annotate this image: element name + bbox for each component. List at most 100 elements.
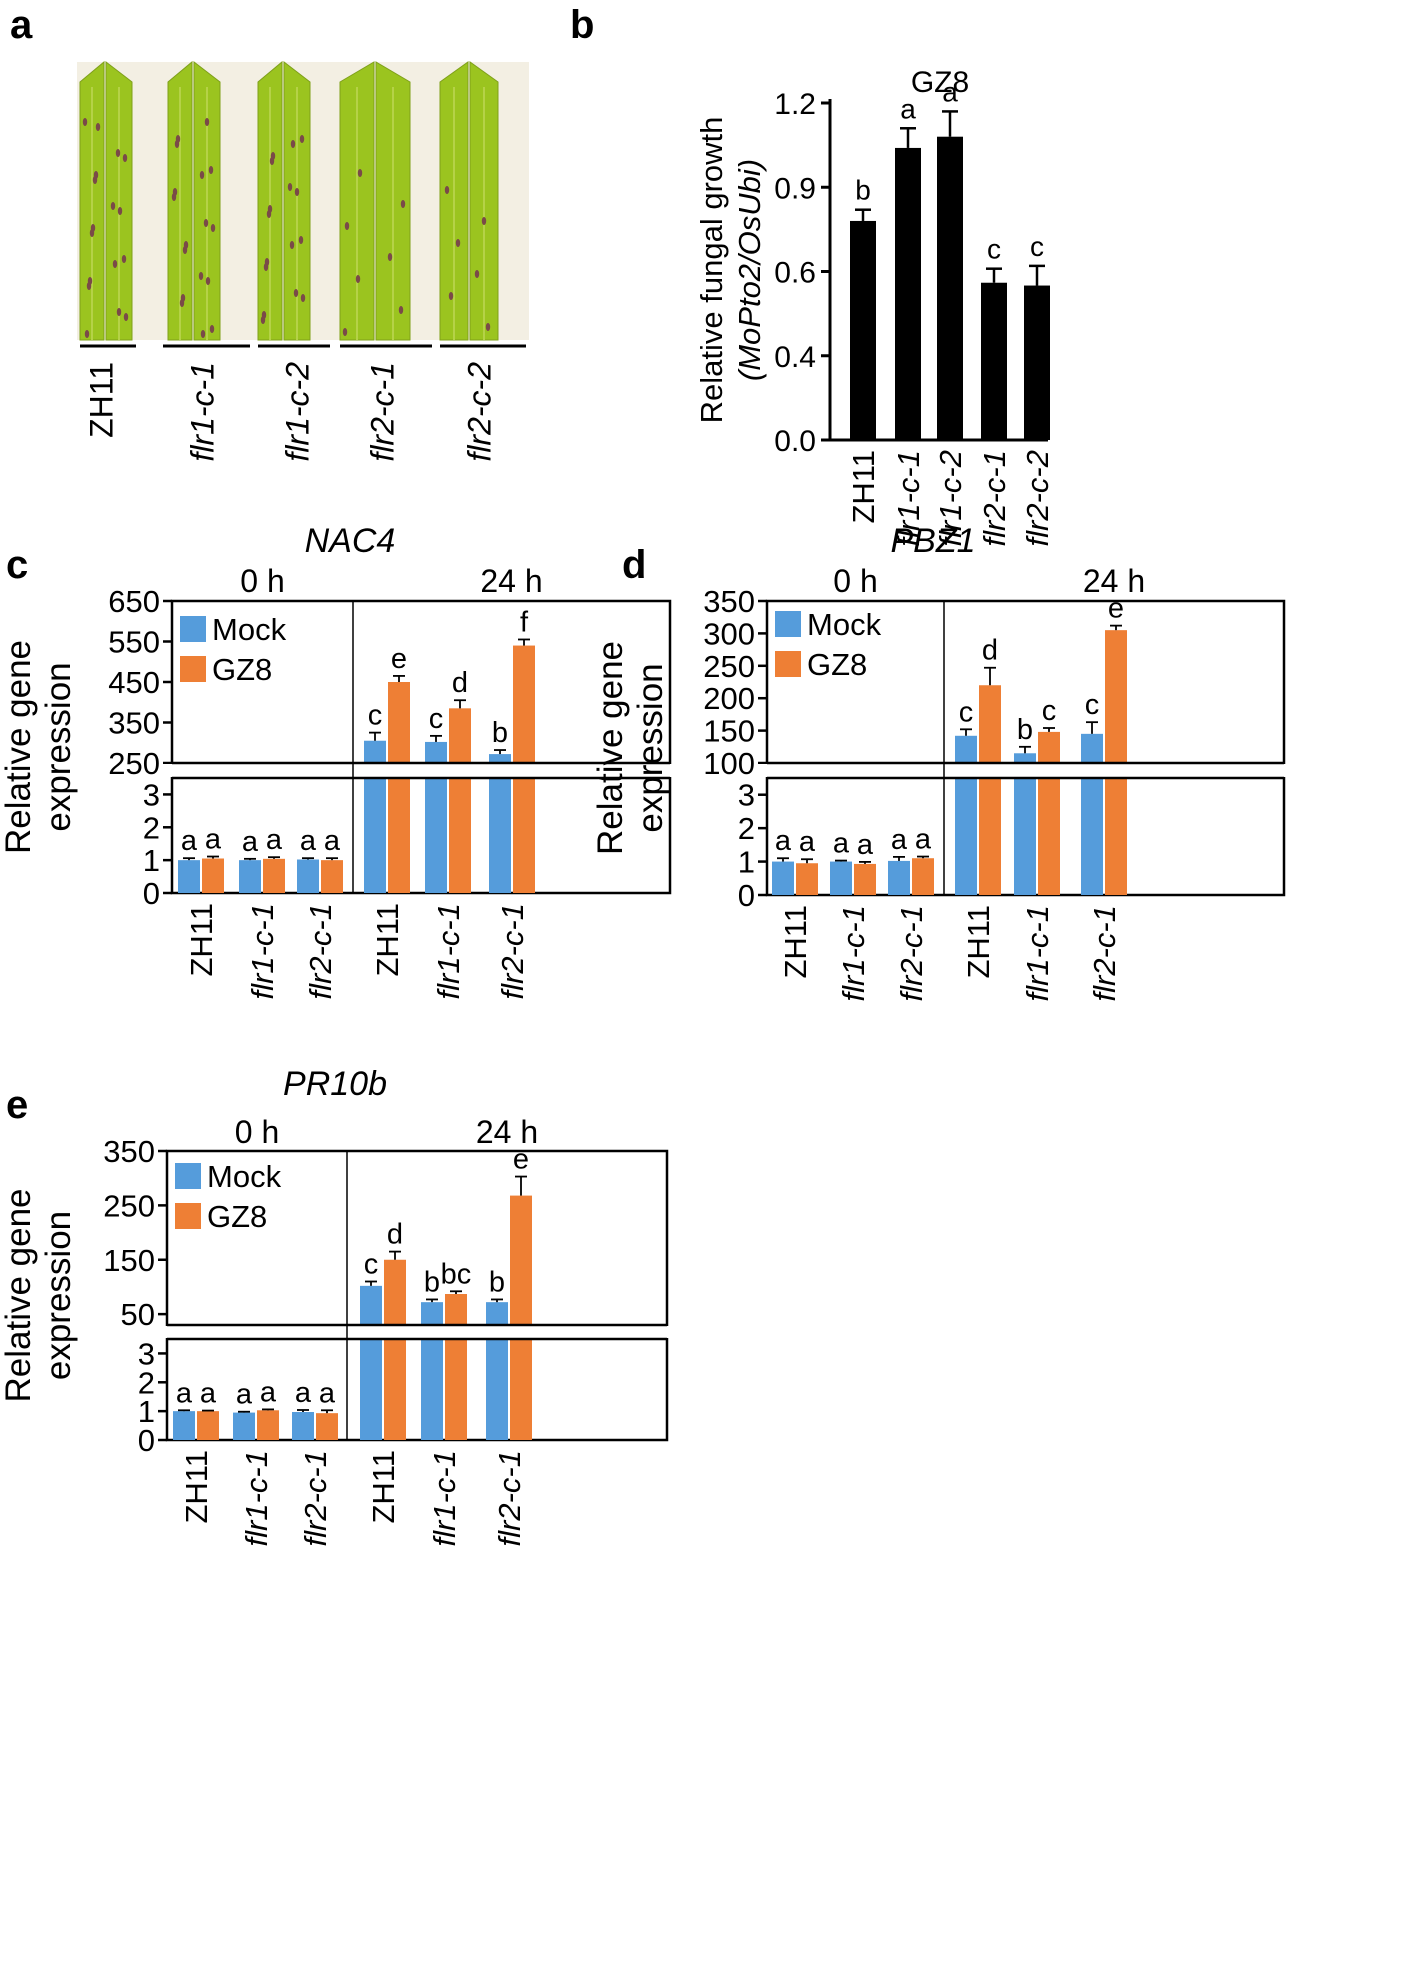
chart-d-sig-letter: c — [1042, 695, 1057, 727]
chart-b-bar — [850, 220, 876, 440]
chart-e-legend-swatch-gz8 — [175, 1203, 201, 1229]
chart-c-bar-gz8-upper — [388, 682, 410, 763]
chart-e-category-label: ZH11 — [366, 1450, 401, 1524]
lesion-spot — [387, 253, 393, 261]
chart-c-bar-gz8-lower — [513, 774, 535, 893]
chart-d-ytick-label-lower: 1 — [738, 845, 755, 880]
lesion-spot — [123, 313, 129, 321]
chart-d-axis-break — [755, 764, 1296, 777]
chart-c-legend-label-mock: Mock — [212, 612, 287, 647]
chart-d-ytick-label-upper: 300 — [703, 616, 755, 651]
chart-d-sig-letter: a — [833, 828, 850, 860]
chart-c-bar-mock — [297, 859, 319, 893]
chart-c-bar-mock — [178, 860, 200, 893]
chart-d-bar-gz8-upper — [1038, 731, 1060, 763]
chart-e-category-label: ZH11 — [179, 1450, 214, 1524]
chart-e-bar-mock-lower — [421, 1335, 443, 1440]
chart-c-category-label: ZH11 — [370, 903, 405, 977]
chart-d-bar-gz8-upper — [979, 685, 1001, 763]
chart-d-bar-mock-lower — [1081, 774, 1103, 895]
chart-c-ytick-label-lower: 3 — [143, 777, 160, 812]
chart-e-ytick-label-lower: 3 — [138, 1336, 155, 1371]
chart-d-category-label: ZH11 — [778, 905, 813, 979]
chart-e-bar-gz8 — [316, 1413, 338, 1440]
chart-d-legend-label-mock: Mock — [807, 607, 882, 642]
chart-e-ytick-label-upper: 350 — [103, 1134, 155, 1169]
chart-e-bar-gz8 — [257, 1410, 279, 1440]
chart-d-category-label: flr1-c-1 — [836, 905, 871, 1001]
lesion-spot — [344, 222, 350, 230]
chart-d-sig-letter: a — [799, 826, 816, 858]
chart-e-legend-label-mock: Mock — [207, 1159, 282, 1194]
chart-c-sig-letter: b — [492, 717, 508, 749]
lesion-spot — [182, 246, 188, 254]
lesion-spot — [174, 140, 180, 148]
lesion-spot — [299, 135, 305, 143]
panel-label-a: a — [10, 3, 33, 47]
chart-c-ytick-label-upper: 550 — [108, 625, 160, 660]
chart-c-bar-gz8-lower — [388, 774, 410, 893]
lesion-spot — [121, 255, 127, 263]
chart-c-ytick-label-upper: 450 — [108, 665, 160, 700]
chart-e-bar-mock-upper — [486, 1302, 508, 1325]
lesion-spot — [122, 154, 128, 162]
chart-d-bar-gz8-lower — [1105, 774, 1127, 895]
lesion-spot — [398, 306, 404, 314]
chart-e-ylabel-line1: Relative gene — [0, 1188, 38, 1402]
chart-e-group-label-0h: 0 h — [235, 1114, 279, 1150]
lesion-spot — [200, 330, 206, 338]
lesion-spot — [204, 118, 210, 126]
chart-b-bar — [895, 147, 921, 440]
chart-b-sig-letter: b — [855, 175, 871, 206]
chart-c-title: NAC4 — [305, 522, 396, 560]
chart-c-bar-gz8 — [202, 858, 224, 893]
chart-e-sig-letter: c — [364, 1249, 379, 1281]
chart-d-ytick-label-upper: 200 — [703, 681, 755, 716]
chart-e-group-label-24h: 24 h — [476, 1114, 538, 1150]
chart-d-bar-mock — [830, 861, 852, 895]
chart-d-bar-mock — [888, 860, 910, 895]
chart-c-bar-mock-lower — [364, 774, 386, 893]
chart-e-sig-letter: d — [387, 1219, 403, 1251]
chart-c-bar-mock-lower — [489, 774, 511, 893]
chart-d-ytick-label-upper: 250 — [703, 649, 755, 684]
lesion-spot — [82, 118, 88, 126]
chart-e-legend-label-gz8: GZ8 — [207, 1199, 267, 1234]
genotype-label: flr2-c-1 — [364, 362, 400, 462]
chart-d-category-label: flr1-c-1 — [1020, 905, 1055, 1001]
lesion-spot — [355, 275, 361, 283]
lesion-spot — [455, 239, 461, 247]
chart-d-bar-mock-upper — [955, 735, 977, 763]
lesion-spot — [210, 224, 216, 232]
chart-b-bar — [937, 136, 963, 440]
chart-c-bar-mock — [239, 860, 261, 893]
lesion-spot — [269, 157, 275, 165]
chart-c-sig-letter: a — [300, 825, 317, 857]
chart-e-bar-mock — [233, 1412, 255, 1440]
chart-c-sig-letter: a — [205, 824, 222, 856]
chart-b-sig-letter: c — [987, 234, 1001, 265]
lesion-spot — [287, 183, 293, 191]
chart-c-ylabel-line1: Relative gene — [0, 640, 38, 854]
chart-e-bar-gz8-lower — [510, 1335, 532, 1440]
chart-e-bar-mock-lower — [360, 1335, 382, 1440]
panel-label-b: b — [570, 3, 594, 47]
chart-e-ytick-label-lower: 0 — [138, 1423, 155, 1458]
chart-d-bar-gz8 — [854, 863, 876, 895]
lesion-spot — [208, 166, 214, 174]
lesion-spot — [342, 328, 348, 336]
chart-d-group-label-0h: 0 h — [833, 563, 877, 599]
chart-b-category-label: flr1-c-2 — [933, 450, 968, 546]
chart-c-category-label: flr1-c-1 — [431, 903, 466, 999]
chart-d-bar-gz8-upper — [1105, 630, 1127, 763]
chart-d-sig-letter: a — [915, 824, 932, 856]
chart-d-category-label: flr2-c-1 — [1087, 905, 1122, 1001]
chart-d-category-label: flr2-c-1 — [894, 905, 929, 1001]
chart-d-bar-mock-lower — [955, 774, 977, 895]
panel-label-c: c — [6, 543, 28, 587]
chart-c-group-label-24h: 24 h — [480, 563, 542, 599]
chart-e-ytick-label-lower: 2 — [138, 1365, 155, 1400]
panel-label-d: d — [622, 543, 646, 587]
